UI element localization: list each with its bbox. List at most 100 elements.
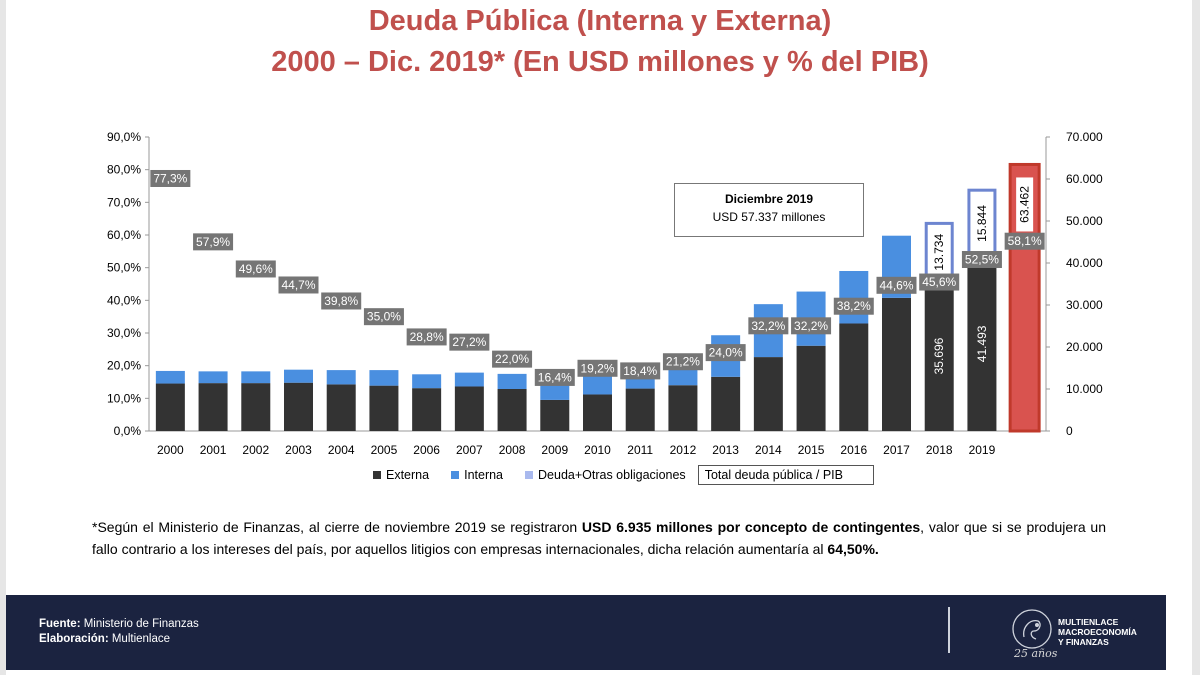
- ratio-label-bg: [577, 359, 618, 377]
- x-tick-label: 2019: [969, 443, 996, 457]
- logo-line-1: MULTIENLACE: [1058, 617, 1119, 627]
- chart-legend: Externa Interna Deuda+Otras obligaciones…: [373, 464, 874, 486]
- bar-externa: [326, 384, 356, 431]
- bar-externa: [284, 382, 313, 431]
- x-tick-label: 2000: [157, 443, 184, 457]
- bar-interna: [668, 365, 698, 386]
- y-left-tick-label: 10,0%: [107, 391, 141, 405]
- x-tick-label: 2014: [755, 443, 782, 457]
- footnote-text-2: , valor que si se produjera un fallo con…: [92, 519, 1106, 557]
- ratio-label-bg: [363, 308, 404, 326]
- legend-label-interna: Interna: [464, 468, 504, 482]
- ratio-label: 19,2%: [580, 361, 614, 375]
- bar-interna: [241, 371, 271, 384]
- x-tick-label: 2013: [712, 443, 739, 457]
- bar-interna: [326, 370, 356, 385]
- ratio-label: 22,0%: [495, 352, 529, 366]
- ratio-label-bg: [705, 344, 746, 362]
- ratio-label-bg: [833, 297, 874, 315]
- ratio-label: 45,6%: [922, 275, 956, 289]
- bar-otras: [924, 221, 954, 283]
- ratio-label-bg: [919, 273, 960, 291]
- annotation-value: USD 57.337 millones: [712, 210, 826, 224]
- ratio-label: 24,0%: [709, 346, 743, 360]
- source-label: Fuente:: [39, 618, 81, 630]
- x-tick-label: 2016: [840, 443, 867, 457]
- x-tick-label: 2004: [328, 443, 355, 457]
- label-otras: 15.844: [975, 205, 989, 242]
- bar-externa: [753, 357, 783, 431]
- label-total-2019-bg: [1016, 177, 1034, 232]
- ratio-label: 32,2%: [751, 319, 785, 333]
- ratio-label: 77,3%: [153, 171, 187, 185]
- bar-externa: [155, 383, 185, 431]
- ratio-label: 38,2%: [837, 299, 871, 313]
- logo-line-3: Y FINANZAS: [1058, 637, 1109, 647]
- footnote: *Según el Ministerio de Finanzas, al cie…: [92, 516, 1106, 560]
- label-externa: 35.696: [932, 337, 946, 374]
- y-right-tick-label: 20.000: [1066, 340, 1103, 354]
- ratio-label: 21,2%: [666, 355, 700, 369]
- ratio-label-bg: [748, 317, 789, 335]
- bar-interna: [839, 270, 869, 324]
- bar-interna: [155, 370, 185, 384]
- ratio-label-bg: [961, 251, 1002, 268]
- x-tick-label: 2008: [499, 443, 526, 457]
- logo-years: 25 años: [1014, 647, 1058, 660]
- y-left-tick-label: 40,0%: [107, 293, 141, 307]
- bar-externa: [583, 394, 612, 431]
- y-left-tick-label: 90,0%: [107, 130, 141, 144]
- logo-line-2: MACROECONOMÍA: [1058, 627, 1137, 637]
- x-tick-label: 2011: [627, 443, 653, 457]
- ratio-label: 18,4%: [623, 364, 657, 378]
- bar-externa: [711, 376, 741, 431]
- bar-interna: [284, 369, 313, 383]
- y-left-tick-label: 80,0%: [107, 163, 141, 177]
- ratio-label-bg: [278, 276, 319, 294]
- x-tick-label: 2015: [798, 443, 825, 457]
- ratio-label-bg: [791, 317, 832, 335]
- ratio-label: 16,4%: [538, 370, 572, 384]
- bar-externa: [839, 323, 869, 431]
- ratio-label: 27,2%: [452, 335, 486, 349]
- ratio-label-bg: [406, 328, 447, 346]
- legend-swatch-interna: [451, 471, 460, 479]
- legend-otras: Deuda+Otras obligaciones: [525, 468, 686, 482]
- chart-title-line1: Deuda Pública (Interna y Externa): [368, 5, 832, 37]
- elaboration-value: Multienlace: [108, 633, 171, 645]
- x-tick-label: 2009: [541, 443, 568, 457]
- legend-externa: Externa: [373, 468, 429, 482]
- y-left-tick-label: 20,0%: [107, 359, 141, 373]
- bar-externa: [796, 345, 826, 431]
- bar-externa: [369, 385, 399, 431]
- bar-interna: [412, 374, 442, 389]
- ratio-label: 39,8%: [324, 294, 358, 308]
- x-tick-label: 2017: [883, 443, 910, 457]
- debt-chart: 0,0% 10,0% 20,0% 30,0% 40,0% 50,0% 60,0% 70,0% 8…: [107, 130, 1103, 457]
- y-left-tick-label: 30,0%: [107, 326, 141, 340]
- x-tick-label: 2012: [670, 443, 697, 457]
- december-2019-annotation: Diciembre 2019 USD 57.337 millones: [674, 183, 864, 237]
- footnote-bold-1: USD 6.935 millones por concepto de conti…: [581, 519, 921, 535]
- footnote-bold-2: 64,50%.: [827, 541, 879, 557]
- x-tick-label: 2018: [926, 443, 953, 457]
- footer-bar: Fuente: Ministerio de Finanzas Elaboraci…: [6, 595, 1166, 670]
- x-tick-label: 2002: [242, 443, 269, 457]
- logo-wordmark: MULTIENLACE MACROECONOMÍA Y FINANZAS: [1058, 617, 1137, 647]
- ratio-label-bg: [150, 169, 191, 187]
- x-tick-label: 2007: [456, 443, 483, 457]
- ratio-label-bg: [235, 260, 276, 278]
- ratio-label: 44,6%: [879, 278, 913, 292]
- ratio-label: 35,0%: [367, 310, 401, 324]
- annotation-title: Diciembre 2019: [724, 192, 814, 206]
- chart-title-line2: 2000 – Dic. 2019* (En USD millones y % d…: [271, 46, 929, 78]
- ratio-label-bg: [876, 276, 917, 294]
- bar-interna: [198, 371, 228, 384]
- y-left-tick-label: 60,0%: [107, 228, 141, 242]
- legend-interna: Interna: [451, 468, 503, 482]
- y-left-tick-label: 50,0%: [107, 261, 141, 275]
- x-tick-label: 2006: [413, 443, 440, 457]
- ratio-label-bg: [321, 292, 362, 310]
- bar-externa: [241, 383, 271, 431]
- bar-interna: [497, 373, 527, 389]
